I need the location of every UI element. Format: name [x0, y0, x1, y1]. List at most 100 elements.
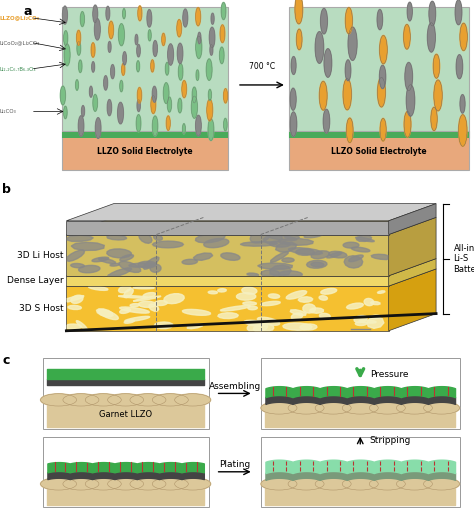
Polygon shape [367, 317, 384, 328]
Circle shape [63, 478, 99, 490]
Polygon shape [248, 306, 257, 310]
Polygon shape [133, 287, 154, 289]
Circle shape [458, 115, 467, 146]
Circle shape [288, 402, 324, 414]
Polygon shape [71, 242, 104, 250]
Polygon shape [296, 249, 314, 255]
Circle shape [431, 107, 437, 131]
Circle shape [93, 5, 98, 23]
Polygon shape [284, 235, 300, 239]
Polygon shape [154, 235, 163, 241]
Circle shape [183, 9, 188, 27]
Polygon shape [261, 270, 280, 275]
Circle shape [85, 394, 121, 406]
Circle shape [137, 100, 140, 111]
Polygon shape [247, 323, 268, 330]
Circle shape [174, 478, 210, 490]
Polygon shape [71, 295, 83, 303]
Circle shape [41, 394, 77, 406]
Polygon shape [288, 248, 322, 254]
Polygon shape [279, 271, 302, 275]
Polygon shape [110, 263, 119, 266]
Polygon shape [254, 324, 274, 330]
Polygon shape [321, 288, 337, 294]
Circle shape [137, 45, 140, 57]
Polygon shape [153, 241, 183, 248]
Polygon shape [66, 286, 389, 331]
Circle shape [182, 81, 186, 98]
Polygon shape [67, 250, 84, 261]
Polygon shape [66, 276, 389, 286]
Text: Stripping: Stripping [370, 436, 411, 445]
Circle shape [291, 56, 296, 74]
Polygon shape [118, 286, 131, 293]
Circle shape [94, 18, 100, 40]
Polygon shape [354, 315, 367, 323]
Circle shape [369, 402, 405, 414]
Circle shape [148, 30, 151, 41]
Circle shape [165, 63, 169, 75]
Circle shape [167, 97, 172, 112]
Circle shape [224, 89, 228, 103]
Polygon shape [270, 265, 291, 275]
Circle shape [108, 394, 144, 406]
Circle shape [220, 25, 225, 43]
Polygon shape [303, 304, 315, 313]
Circle shape [346, 8, 352, 34]
Polygon shape [328, 251, 347, 258]
Polygon shape [304, 235, 322, 238]
Circle shape [192, 87, 196, 103]
Circle shape [95, 117, 101, 139]
Circle shape [162, 33, 165, 46]
Polygon shape [154, 322, 173, 329]
Polygon shape [278, 239, 313, 245]
Polygon shape [71, 264, 84, 268]
Polygon shape [133, 296, 161, 301]
Circle shape [320, 9, 328, 34]
Circle shape [342, 478, 378, 490]
Polygon shape [311, 251, 329, 259]
Polygon shape [195, 235, 225, 243]
Polygon shape [298, 297, 313, 302]
Polygon shape [371, 254, 388, 260]
Circle shape [224, 119, 227, 131]
Circle shape [406, 85, 415, 116]
Circle shape [120, 81, 123, 92]
Circle shape [60, 86, 65, 105]
Circle shape [423, 402, 459, 414]
Circle shape [78, 116, 84, 136]
Circle shape [77, 30, 81, 45]
Circle shape [41, 478, 77, 490]
Polygon shape [66, 218, 436, 234]
Circle shape [290, 112, 297, 136]
Polygon shape [138, 261, 156, 268]
Polygon shape [164, 294, 184, 304]
Polygon shape [139, 235, 152, 243]
Circle shape [82, 106, 84, 116]
Circle shape [152, 478, 188, 490]
Text: 3D S Host: 3D S Host [19, 304, 64, 313]
Polygon shape [250, 235, 271, 243]
Polygon shape [66, 259, 436, 276]
Circle shape [178, 98, 182, 113]
Polygon shape [124, 288, 133, 298]
Text: Li₂CO₃: Li₂CO₃ [0, 109, 17, 114]
Circle shape [210, 27, 215, 48]
Circle shape [196, 115, 201, 136]
Polygon shape [193, 253, 213, 260]
Polygon shape [79, 265, 100, 273]
Polygon shape [149, 304, 159, 311]
Circle shape [109, 21, 113, 39]
Text: Pressure: Pressure [370, 370, 408, 379]
Circle shape [64, 31, 68, 46]
Polygon shape [182, 309, 210, 315]
Polygon shape [218, 313, 238, 319]
Circle shape [106, 6, 109, 20]
Polygon shape [243, 302, 256, 305]
Text: 700 °C: 700 °C [248, 62, 275, 71]
Circle shape [456, 55, 463, 78]
Polygon shape [371, 315, 381, 319]
Circle shape [137, 61, 139, 72]
Polygon shape [66, 221, 389, 234]
Circle shape [91, 43, 95, 57]
